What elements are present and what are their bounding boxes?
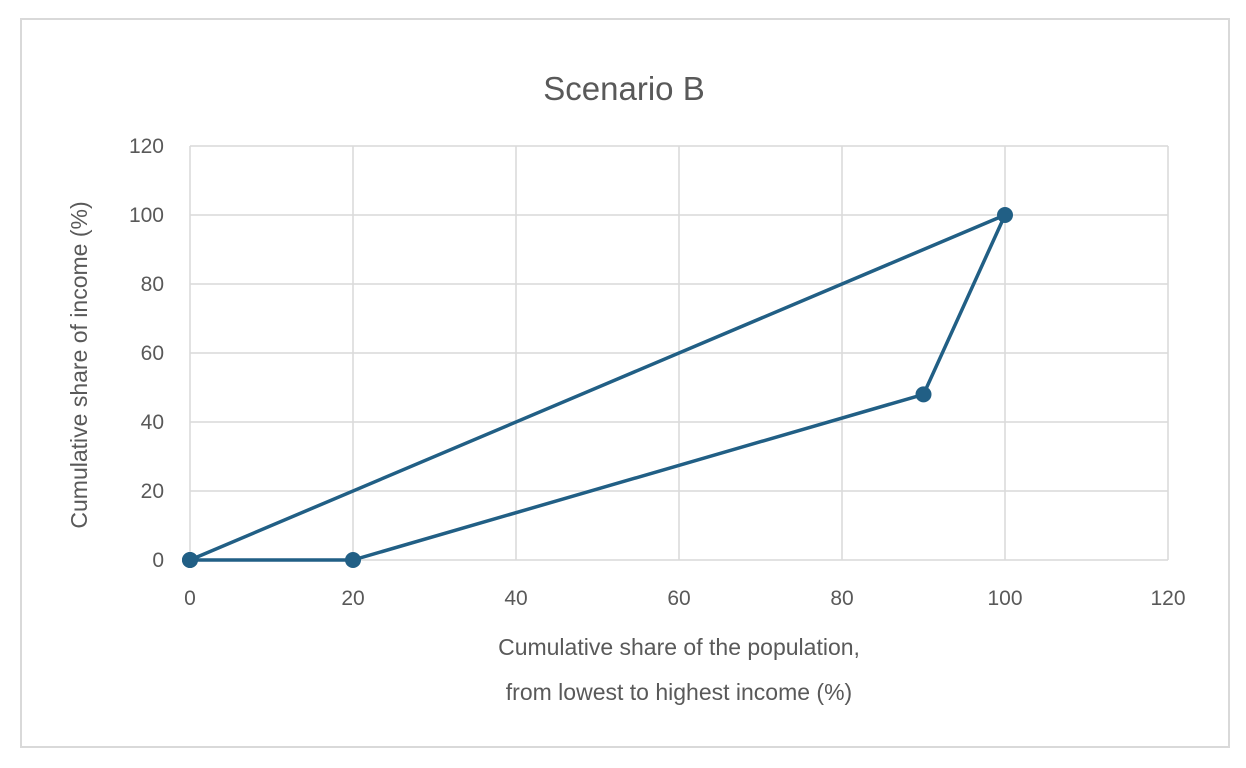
data-point [997,207,1013,223]
x-tick-label: 40 [504,587,527,610]
x-tick-label: 80 [830,587,853,610]
x-axis-label-line-2: from lowest to highest income (%) [506,679,852,705]
x-axis-label-line-1: Cumulative share of the population, [498,634,860,660]
y-tick-label: 0 [152,549,164,572]
x-tick-label: 20 [341,587,364,610]
y-tick-label: 40 [141,411,164,434]
y-tick-label: 100 [129,204,164,227]
x-tick-label: 0 [184,587,196,610]
scatter-chart: Scenario B 0 20 40 60 80 100 120 0 20 40 60 80 100 12… [66,70,1186,705]
y-axis-label: Cumulative share of income (%) [66,201,92,528]
data-point [345,552,361,568]
data-series [182,207,1013,568]
gridlines [189,145,1169,561]
data-point [915,386,932,403]
y-tick-label: 20 [141,480,164,503]
x-tick-label: 100 [987,587,1022,610]
y-tick-label: 60 [141,342,164,365]
data-point [182,552,198,568]
y-tick-label: 80 [141,273,164,296]
chart-title: Scenario B [543,70,704,107]
chart-area: Scenario B 0 20 40 60 80 100 120 0 20 40 60 80 100 12… [20,18,1230,748]
tick-labels: 0 20 40 60 80 100 120 0 20 40 60 80 100 120 [129,135,1186,610]
y-tick-label: 120 [129,135,164,158]
series-line [189,213,1007,562]
x-tick-label: 60 [667,587,690,610]
x-tick-label: 120 [1150,587,1185,610]
